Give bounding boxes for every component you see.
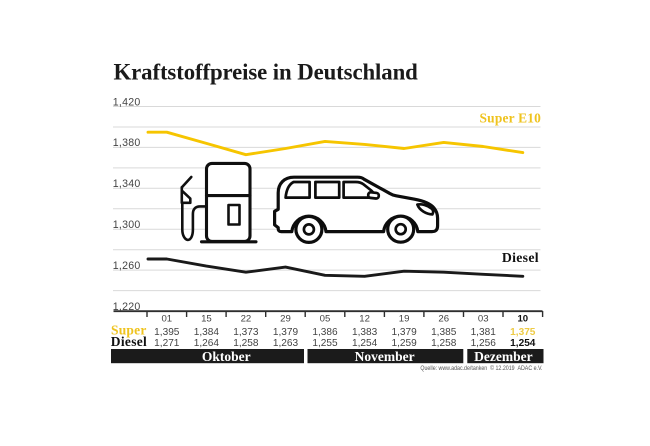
svg-text:1,379: 1,379 (273, 327, 299, 338)
svg-text:1,383: 1,383 (352, 327, 378, 338)
svg-text:1,255: 1,255 (312, 338, 338, 349)
svg-text:1,385: 1,385 (431, 327, 457, 338)
svg-text:Quelle: www.adac.de/tanken ©: Quelle: www.adac.de/tanken © 12.2019 ADA… (420, 365, 542, 373)
svg-text:1,260: 1,260 (113, 260, 141, 272)
svg-text:05: 05 (320, 314, 331, 325)
svg-text:01: 01 (161, 314, 172, 325)
svg-text:26: 26 (438, 314, 449, 325)
svg-text:1,379: 1,379 (391, 327, 417, 338)
svg-text:15: 15 (201, 314, 212, 325)
svg-text:Super E10: Super E10 (480, 110, 542, 125)
svg-text:Kraftstoffpreise in Deutschlan: Kraftstoffpreise in Deutschland (114, 60, 419, 85)
svg-text:1,258: 1,258 (431, 338, 457, 349)
svg-text:1,264: 1,264 (194, 338, 220, 349)
svg-text:November: November (355, 349, 415, 364)
svg-text:1,256: 1,256 (471, 338, 497, 349)
svg-text:Diesel: Diesel (502, 250, 539, 265)
svg-text:1,381: 1,381 (471, 327, 497, 338)
svg-text:1,384: 1,384 (194, 327, 220, 338)
svg-text:1,395: 1,395 (154, 327, 180, 338)
svg-text:1,300: 1,300 (113, 219, 141, 231)
svg-text:1,386: 1,386 (312, 327, 338, 338)
svg-text:10: 10 (517, 314, 528, 325)
svg-text:Super: Super (111, 322, 147, 337)
svg-text:29: 29 (280, 314, 291, 325)
svg-text:1,254: 1,254 (352, 338, 378, 349)
svg-text:1,340: 1,340 (113, 178, 141, 190)
svg-text:22: 22 (241, 314, 252, 325)
svg-text:1,271: 1,271 (154, 338, 180, 349)
svg-text:1,259: 1,259 (391, 338, 417, 349)
svg-text:1,375: 1,375 (510, 327, 536, 338)
svg-text:03: 03 (478, 314, 489, 325)
svg-text:1,380: 1,380 (113, 137, 141, 149)
svg-text:1,263: 1,263 (273, 338, 299, 349)
svg-text:Dezember: Dezember (474, 349, 532, 364)
svg-text:19: 19 (399, 314, 410, 325)
svg-text:1,373: 1,373 (233, 327, 259, 338)
svg-text:Diesel: Diesel (111, 334, 147, 349)
svg-text:1,220: 1,220 (113, 301, 141, 313)
svg-text:1,254: 1,254 (510, 338, 536, 349)
svg-text:Oktober: Oktober (202, 349, 251, 364)
svg-text:12: 12 (359, 314, 370, 325)
svg-text:1,258: 1,258 (233, 338, 259, 349)
svg-text:1,420: 1,420 (113, 96, 141, 108)
